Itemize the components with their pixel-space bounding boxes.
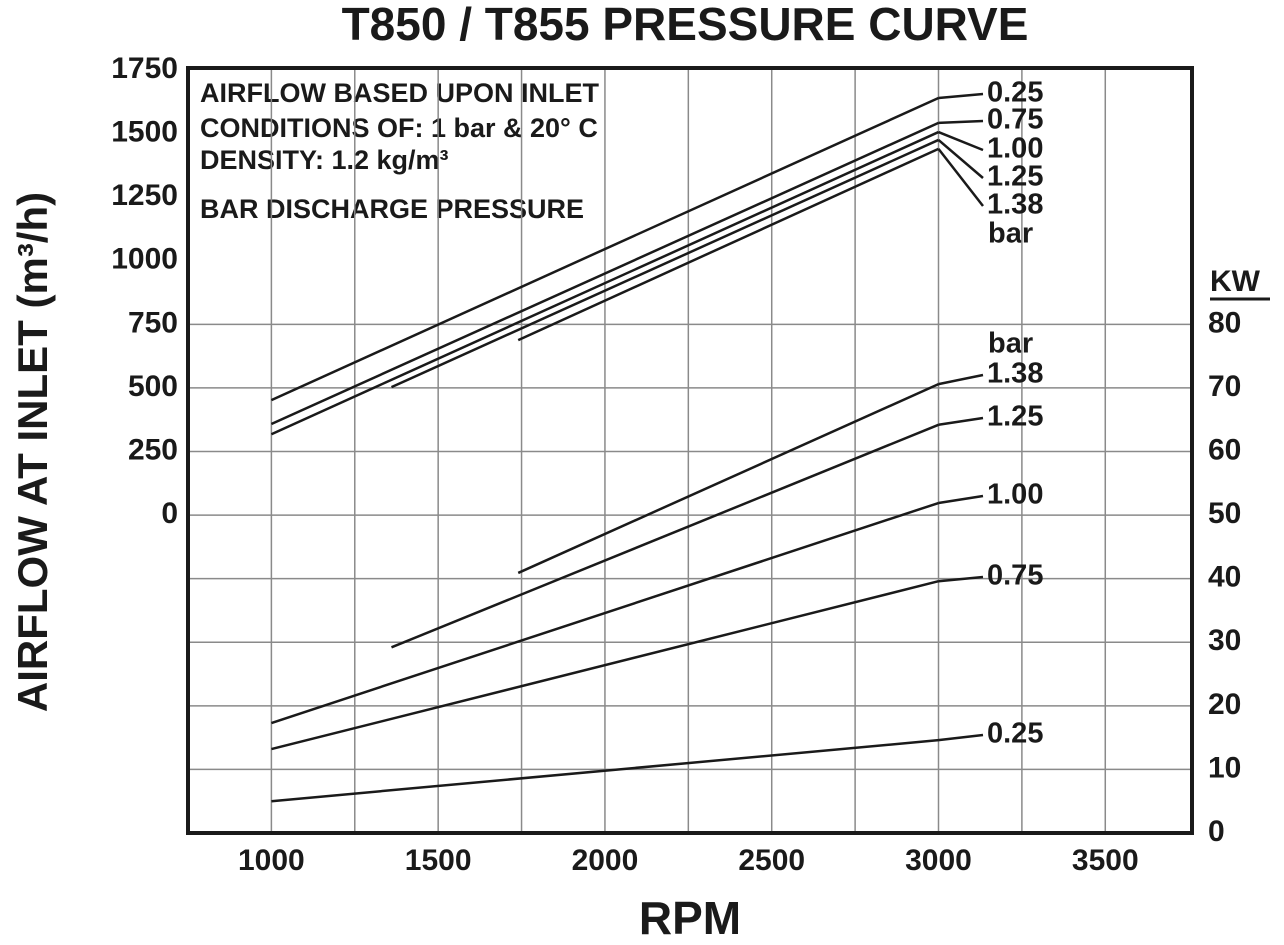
- y2-tick-label: 60: [1208, 433, 1241, 466]
- series-label: 1.25: [987, 401, 1043, 433]
- data-line: [271, 738, 939, 803]
- leader-line: [938, 575, 984, 583]
- data-line: [270, 96, 940, 402]
- series-label: 0.75: [987, 104, 1043, 136]
- x-axis-title: RPM: [639, 892, 741, 944]
- leader-line: [938, 119, 984, 125]
- plot-frame: [186, 66, 1194, 835]
- leader-line: [938, 92, 984, 100]
- unit-label: bar: [988, 218, 1033, 250]
- x-tick-label: 3500: [1072, 844, 1139, 877]
- x-tick-label: 1000: [238, 844, 305, 877]
- data-line: [517, 147, 940, 342]
- data-line: [390, 138, 940, 389]
- series-label: 0.25: [987, 718, 1043, 750]
- annotation: DENSITY: 1.2 kg/m³: [200, 145, 449, 175]
- series-label: 1.38: [987, 189, 1043, 221]
- y-axis-title: AIRFLOW AT INLET (m³/h): [9, 192, 56, 712]
- y-tick-label: 500: [128, 370, 178, 403]
- x-tick-label: 2500: [738, 844, 805, 877]
- series-label: 1.00: [987, 133, 1043, 165]
- data-line: [271, 579, 939, 751]
- leader-line: [938, 373, 984, 386]
- data-line: [270, 501, 939, 725]
- y2-axis-title: KW: [1210, 265, 1261, 298]
- chart-title: T850 / T855 PRESSURE CURVE: [342, 0, 1029, 50]
- series-label: 0.25: [987, 77, 1043, 109]
- y-tick-label: 250: [128, 433, 178, 466]
- y-tick-label: 1750: [111, 52, 178, 85]
- leader-line: [938, 733, 984, 742]
- y-tick-label: 1500: [111, 116, 178, 149]
- data-line: [270, 121, 940, 426]
- data-line: [517, 382, 940, 575]
- annotation: AIRFLOW BASED UPON INLET: [200, 78, 599, 108]
- y-tick-label: 0: [161, 497, 178, 530]
- y2-tick-label: 20: [1208, 688, 1241, 721]
- y-tick-label: 1250: [111, 179, 178, 212]
- series-label: 1.25: [987, 161, 1043, 193]
- y2-tick-label: 70: [1208, 370, 1241, 403]
- annotation: BAR DISCHARGE PRESSURE: [200, 194, 584, 224]
- y-tick-label: 750: [128, 306, 178, 339]
- unit-label: bar: [988, 328, 1033, 360]
- series-label: 1.00: [987, 479, 1043, 511]
- y2-tick-label: 40: [1208, 561, 1241, 594]
- x-tick-label: 2000: [572, 844, 639, 877]
- y2-tick-label: 10: [1208, 751, 1241, 784]
- data-line: [270, 130, 940, 436]
- series-label: 1.38: [987, 358, 1043, 390]
- x-tick-label: 3000: [905, 844, 972, 877]
- y2-tick-label: 80: [1208, 306, 1241, 339]
- annotation: CONDITIONS OF: 1 bar & 20° C: [200, 113, 598, 143]
- leader-line: [937, 138, 984, 179]
- y2-tick-label: 50: [1208, 497, 1241, 530]
- series-label: 0.75: [987, 560, 1043, 592]
- x-tick-label: 1500: [405, 844, 472, 877]
- y2-tick-label: 0: [1208, 815, 1225, 848]
- leader-line: [937, 148, 984, 207]
- data-line: [390, 423, 939, 649]
- leader-line: [938, 494, 984, 505]
- y-tick-label: 1000: [111, 243, 178, 276]
- y2-tick-label: 30: [1208, 624, 1241, 657]
- leader-line: [938, 416, 984, 427]
- leader-line: [938, 130, 984, 152]
